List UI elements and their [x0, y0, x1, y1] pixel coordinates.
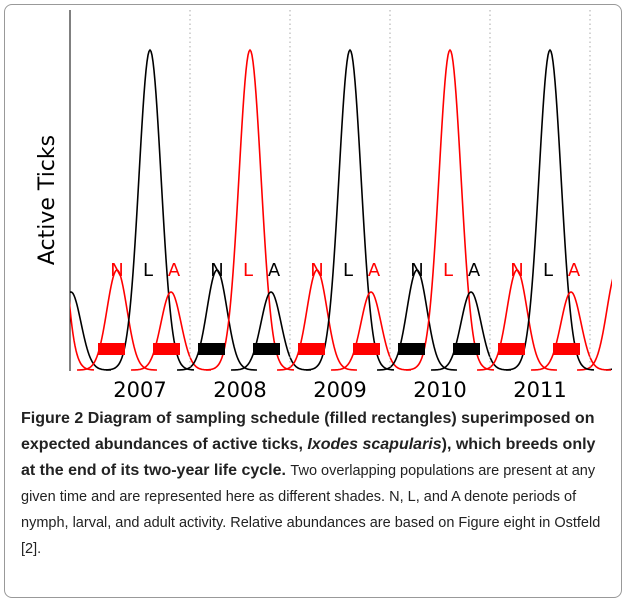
caption-title-end: ), which breeds only at the end of its t…: [21, 436, 596, 479]
caption-species: Ixodes scapularis: [307, 436, 442, 453]
sampling-rect: [453, 343, 480, 355]
sampling-rect: [298, 343, 325, 355]
activity-label: N: [310, 260, 323, 281]
activity-label: N: [510, 260, 523, 281]
abundance-curve: [205, 48, 295, 371]
abundance-curve: [70, 300, 95, 371]
caption: Figure 2 Diagram of sampling schedule (f…: [21, 406, 611, 562]
abundance-curve: [331, 291, 411, 371]
abundance-curve: [0, 270, 57, 370]
activity-label: A: [268, 260, 281, 281]
abundance-curve: [577, 278, 612, 371]
abundance-curve: [477, 269, 557, 371]
activity-label: N: [210, 260, 223, 281]
sampling-rect: [498, 343, 525, 355]
curves: [0, 48, 612, 371]
abundance-curve: [277, 269, 357, 371]
year-label: 2008: [213, 378, 266, 402]
abundance-curve: [531, 291, 611, 371]
activity-label: L: [443, 260, 453, 281]
abundance-curve: [177, 269, 257, 371]
abundance-curve: [131, 291, 211, 371]
year-label: 2007: [113, 378, 166, 402]
sampling-rect: [353, 343, 380, 355]
abundance-curve: [605, 368, 612, 371]
activity-label: L: [343, 260, 353, 281]
year-label: 2011: [513, 378, 566, 402]
sampling-rect: [253, 343, 280, 355]
year-label: 2009: [313, 378, 366, 402]
caption-body: Two overlapping populations are present …: [21, 463, 601, 557]
activity-label: A: [368, 260, 381, 281]
activity-label: A: [468, 260, 481, 281]
activity-label: L: [243, 260, 253, 281]
abundance-curve: [77, 269, 157, 371]
caption-label: Figure 2: [21, 410, 84, 427]
activity-label: A: [568, 260, 581, 281]
sampling-rect: [198, 343, 225, 355]
activity-label: N: [110, 260, 123, 281]
caption-title: Diagram of sampling schedule (filled rec…: [21, 410, 595, 453]
sampling-rect: [553, 343, 580, 355]
sampling-rect: [398, 343, 425, 355]
abundance-curve: [305, 48, 395, 371]
sampling-rect: [153, 343, 180, 355]
sampling-rect: [98, 343, 125, 355]
year-label: 2010: [413, 378, 466, 402]
activity-label: N: [410, 260, 423, 281]
abundance-curve: [377, 269, 457, 371]
activity-label: L: [143, 260, 153, 281]
activity-label: A: [168, 260, 181, 281]
abundance-curve: [231, 291, 311, 371]
abundance-curve: [431, 291, 511, 371]
y-axis-label: Active Ticks: [35, 135, 60, 265]
abundance-curve: [505, 48, 595, 371]
activity-label: L: [543, 260, 553, 281]
abundance-curve: [70, 291, 111, 371]
figure-frame: [4, 4, 622, 598]
abundance-curve: [105, 48, 195, 371]
abundance-curve: [405, 48, 495, 371]
